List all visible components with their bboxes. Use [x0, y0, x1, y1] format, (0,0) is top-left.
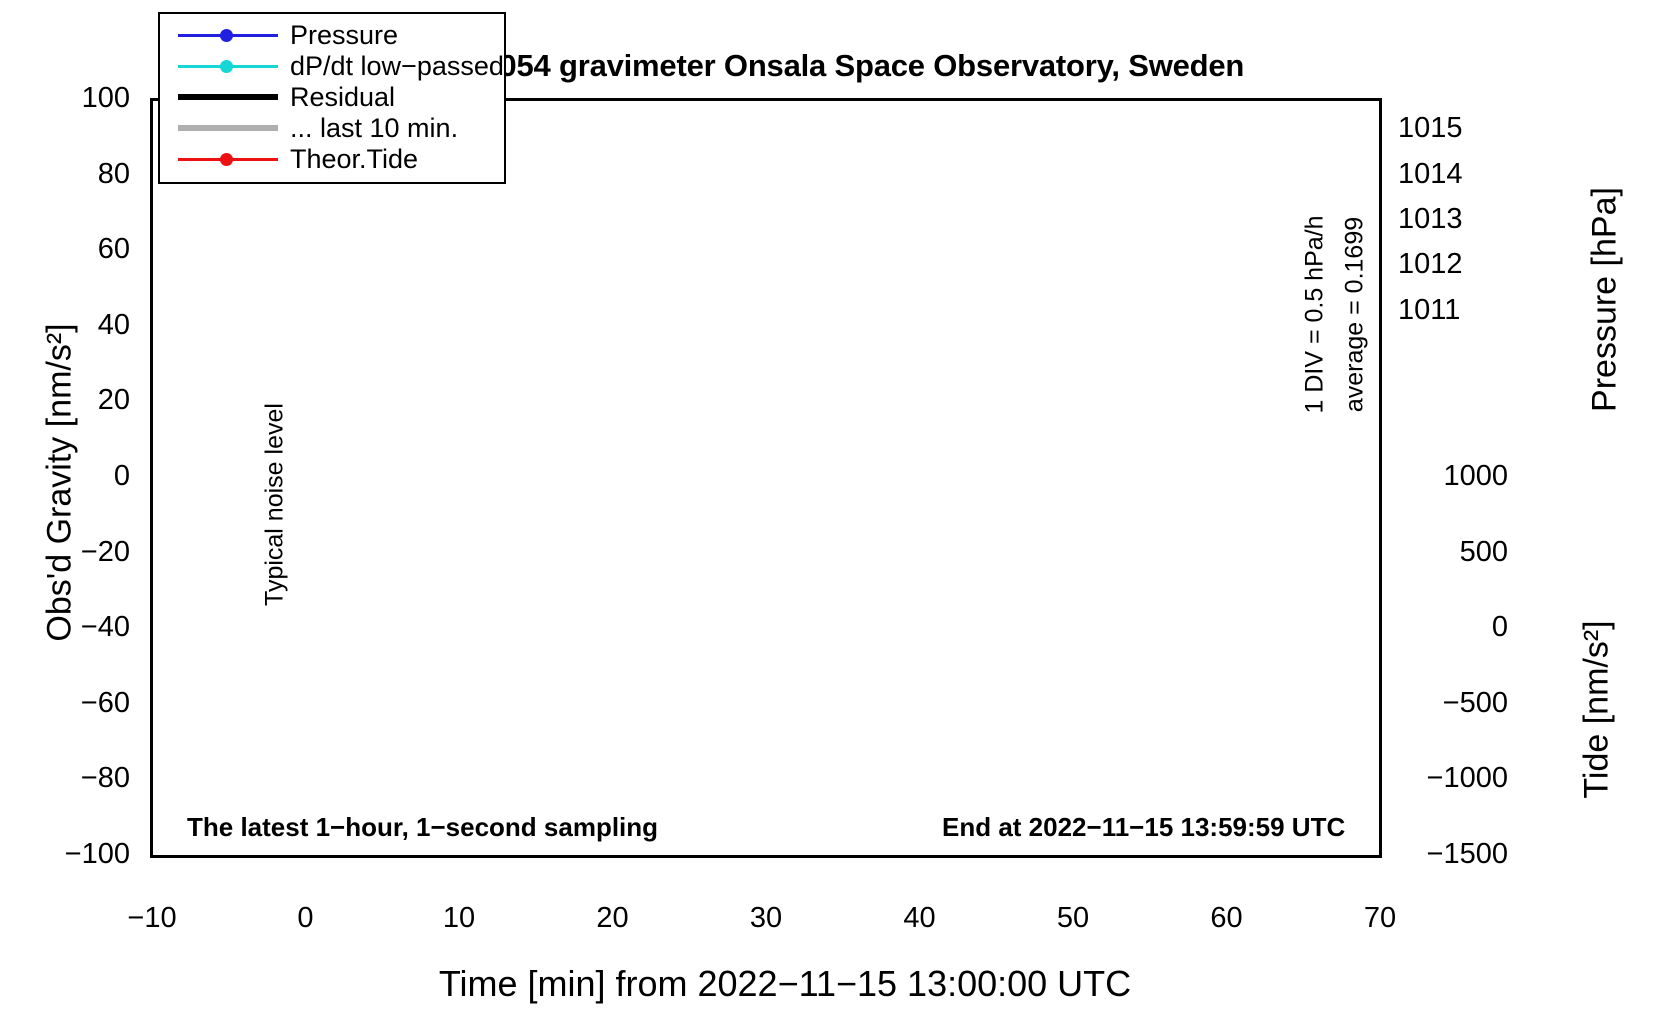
tide-tick-label: 500: [1459, 535, 1508, 568]
y-tick-label: 20: [97, 384, 130, 417]
x-tick-label: −10: [127, 902, 177, 934]
tide-tick-label: −1500: [1426, 838, 1508, 870]
x-tick-label: 50: [1056, 902, 1090, 934]
chart-legend[interactable]: Pressure dP/dt low−passed Residual ... l…: [158, 12, 506, 184]
legend-item-dpdt[interactable]: dP/dt low−passed: [174, 51, 504, 82]
y-tick-label: 80: [97, 157, 130, 190]
y-tick-label: −80: [80, 762, 130, 795]
tide-tick-label: −500: [1442, 686, 1508, 719]
page-title: SCG_054 gravimeter Onsala Space Observat…: [415, 48, 1245, 83]
dpdt-average-label: average = 0.1699: [1340, 216, 1369, 413]
tide-tick-label: 1000: [1443, 460, 1508, 492]
y-tick-label: 40: [97, 308, 130, 341]
legend-label: Pressure: [290, 20, 399, 50]
y-tick-label: −60: [80, 686, 130, 719]
last10min-series-icon: [174, 113, 282, 144]
tide-axis-title: Tide [nm/s²]: [1577, 620, 1616, 799]
residual-series-icon: [174, 82, 282, 113]
pressure-series-icon: [174, 20, 282, 51]
pressure-tick-label: 1014: [1398, 157, 1463, 190]
y-tick-label: 60: [97, 233, 130, 266]
legend-item-pressure[interactable]: Pressure: [174, 20, 504, 51]
noise-level-label: Typical noise level: [260, 403, 289, 606]
x-tick-label: 0: [297, 902, 314, 934]
y-tick-label: −40: [80, 611, 130, 644]
dpdt-series-icon: [174, 51, 282, 82]
x-axis-title: Time [min] from 2022−11−15 13:00:00 UTC: [438, 963, 1132, 1004]
footer-left-note: The latest 1−hour, 1−second sampling: [187, 812, 659, 842]
legend-label: dP/dt low−passed: [290, 51, 504, 81]
legend-item-theortide[interactable]: Theor.Tide: [174, 144, 504, 175]
theortide-series-icon: [174, 144, 282, 175]
tide-tick-label: 0: [1491, 611, 1508, 644]
y-tick-label: 100: [81, 82, 130, 114]
y-tick-label: −20: [80, 535, 130, 568]
x-tick-label: 40: [903, 902, 936, 934]
legend-label: ... last 10 min.: [290, 113, 459, 143]
y-tick-label: −100: [64, 838, 130, 870]
div-scale-label: 1 DIV = 0.5 hPa/h: [1300, 215, 1329, 414]
pressure-tick-label: 1011: [1398, 293, 1461, 326]
x-tick-label: 30: [749, 902, 783, 934]
x-tick-label: 10: [442, 902, 476, 934]
x-tick-label: 20: [596, 902, 629, 934]
legend-item-last10min[interactable]: ... last 10 min.: [174, 113, 504, 144]
pressure-tick-label: 1012: [1398, 248, 1463, 281]
pressure-tick-label: 1013: [1398, 202, 1463, 235]
pressure-tick-label: 1015: [1398, 112, 1463, 145]
x-tick-label: 60: [1210, 902, 1243, 934]
tide-tick-label: −1000: [1426, 762, 1508, 795]
y-tick-label: 0: [113, 460, 130, 492]
pressure-axis-title: Pressure [hPa]: [1585, 187, 1624, 412]
plot-frame: [150, 98, 1382, 858]
legend-label: Theor.Tide: [290, 144, 419, 174]
footer-right-note: End at 2022−11−15 13:59:59 UTC: [942, 812, 1346, 842]
x-tick-label: 70: [1363, 902, 1397, 934]
legend-label: Residual: [290, 82, 396, 112]
legend-item-residual[interactable]: Residual: [174, 82, 504, 113]
